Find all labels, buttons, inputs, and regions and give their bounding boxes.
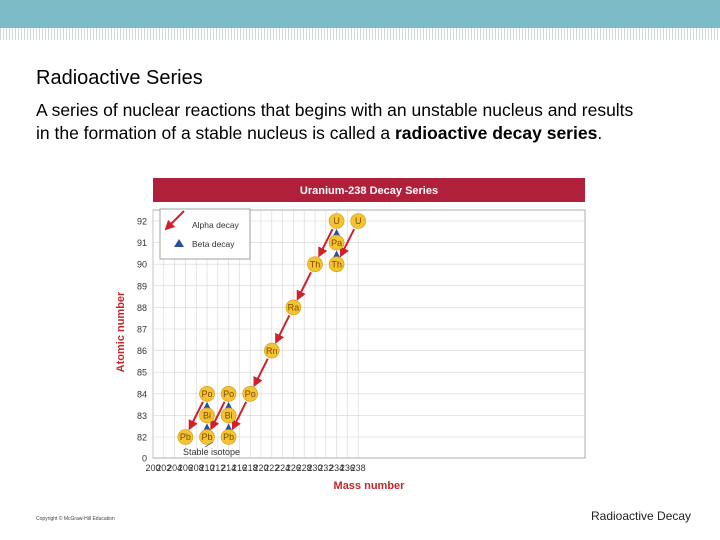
alpha-decay-arrow [339, 228, 356, 258]
stable-isotope-leader [204, 441, 214, 448]
legend-alpha-label: Alpha decay [192, 220, 240, 230]
x-tick-label: 212 [210, 463, 225, 473]
y-tick-label: 91 [137, 238, 147, 248]
nuclide-marker [328, 234, 345, 251]
y-tick-label: 83 [137, 411, 147, 421]
slide-title: Radioactive Series [36, 67, 203, 89]
x-tick-label: 230 [307, 463, 322, 473]
y-tick-label: 92 [137, 217, 147, 227]
nuclide-label: Pb [201, 432, 212, 442]
body-text-bold: radioactive decay series [394, 123, 598, 143]
legend-beta-icon [174, 239, 184, 247]
y-tick-label: 84 [137, 389, 147, 399]
nuclide-marker [177, 429, 194, 445]
nuclide-label: Pb [180, 432, 191, 442]
alpha-decay-arrow [188, 401, 204, 431]
x-tick-label: 226 [286, 463, 301, 473]
nuclide-label: Th [331, 259, 342, 269]
chart-title: Uranium-238 Decay Series [300, 185, 438, 197]
x-tick-label: 220 [253, 463, 268, 473]
x-tick-label: 204 [167, 463, 182, 473]
nuclide-marker [220, 407, 237, 424]
nuclide-nodes: U Th Pa U Th Ra Rn Po Pb Bi Po Pb Bi Po Pb [177, 213, 366, 445]
stable-isotope-label: Stable isotope [183, 447, 240, 457]
nuclide-marker [199, 386, 215, 402]
alpha-decay-arrow [231, 401, 248, 431]
nuclide-marker [242, 386, 258, 402]
x-tick-label: 222 [264, 463, 279, 473]
nuclide-label: Po [201, 389, 212, 399]
decay-series-chart: Uranium-238 Decay Series 92 91 90 89 88 87 86 8… [108, 176, 588, 496]
y-axis-label: Atomic number [115, 291, 127, 372]
body-text-end: . [597, 123, 603, 143]
nuclide-marker [285, 299, 302, 316]
body-text-start: A series of nuclear reactions that begin… [36, 100, 634, 143]
nuclide-label: Po [245, 389, 256, 399]
legend-beta-label: Beta decay [192, 239, 235, 249]
y-tick-label: 85 [137, 368, 147, 378]
x-tick-label: 236 [340, 463, 355, 473]
y-tick-label: 87 [137, 325, 147, 335]
nuclide-marker [199, 429, 215, 445]
alpha-decay-arrow [253, 358, 269, 388]
x-tick-label: 218 [243, 463, 258, 473]
x-tick-label: 224 [275, 463, 290, 473]
nuclide-label: Po [223, 389, 234, 399]
y-tick-label: 90 [137, 260, 147, 270]
nuclide-label: Bi [203, 411, 211, 421]
x-tick-label: 208 [189, 463, 204, 473]
alpha-decay-arrow [318, 228, 334, 258]
copyright-text: Copyright © McGraw-Hill Education [36, 516, 115, 522]
footer-label: Radioactive Decay [591, 509, 692, 523]
y-tick-label: 88 [137, 303, 147, 313]
x-tick-label: 234 [329, 463, 344, 473]
x-tick-label: 214 [221, 463, 236, 473]
chart-title-bar [153, 178, 585, 202]
top-stripe [0, 28, 720, 40]
y-tick-labels: 92 91 90 89 88 87 86 85 84 83 82 0 [137, 217, 147, 464]
nuclide-marker [199, 407, 215, 424]
nuclide-label: Ra [288, 303, 300, 313]
top-band [0, 0, 720, 28]
x-axis-label: Mass number [334, 480, 406, 492]
y-tick-label: 89 [137, 281, 147, 291]
nuclide-marker [220, 429, 237, 445]
y-tick-label: 86 [137, 346, 147, 356]
x-tick-label: 228 [297, 463, 312, 473]
nuclide-label: U [355, 216, 362, 226]
y-tick-label: 82 [137, 433, 147, 443]
alpha-decay-arrow [275, 315, 291, 344]
nuclide-label: Th [310, 259, 321, 269]
x-tick-label: 200 [145, 463, 160, 473]
nuclide-label: Pa [331, 238, 342, 248]
nuclide-marker [328, 256, 345, 272]
legend-alpha-arrow [164, 210, 185, 231]
nuclide-label: Rn [266, 346, 278, 356]
y-tick-label: 0 [142, 454, 147, 464]
legend-box [159, 208, 251, 260]
slide-body: A series of nuclear reactions that begin… [36, 99, 646, 145]
alpha-decay-arrow [296, 271, 312, 301]
decay-arrows [188, 228, 356, 432]
legend: Alpha decay Beta decay [159, 208, 251, 260]
nuclide-label: Pb [223, 432, 234, 442]
chart-svg: Uranium-238 Decay Series 92 91 90 89 88 87 86 8… [115, 178, 586, 492]
nuclide-label: Bi [225, 411, 233, 421]
x-tick-label: 216 [232, 463, 247, 473]
nuclide-marker [220, 386, 237, 402]
nuclide-marker [350, 213, 366, 229]
x-tick-label: 206 [178, 463, 193, 473]
x-tick-labels: 2002022042062082102122142162182202222242… [145, 463, 365, 473]
nuclide-marker [328, 213, 345, 229]
x-tick-label: 238 [351, 463, 366, 473]
alpha-decay-arrow [210, 401, 226, 431]
x-tick-label: 210 [199, 463, 214, 473]
nuclide-label: U [333, 216, 340, 226]
nuclide-marker [264, 342, 280, 359]
nuclide-marker [307, 256, 323, 272]
x-tick-label: 232 [318, 463, 333, 473]
x-tick-label: 202 [156, 463, 171, 473]
